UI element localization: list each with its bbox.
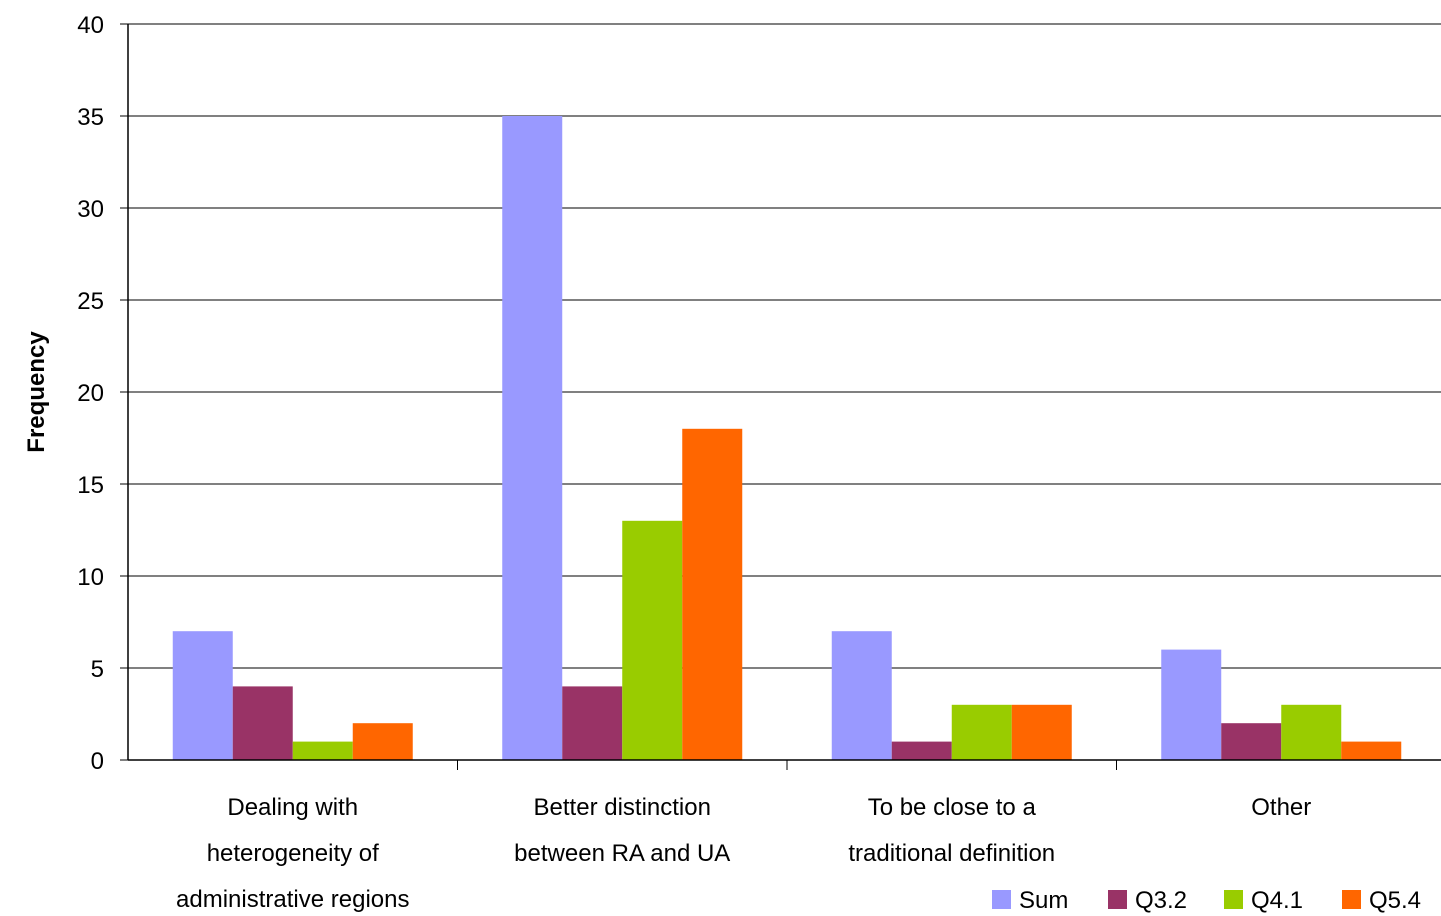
y-tick-label: 30 — [77, 196, 104, 223]
x-category-label: between RA and UA — [514, 840, 730, 867]
bar-q4-1 — [292, 741, 353, 760]
bar-sum — [1161, 649, 1222, 760]
bar-sum — [172, 631, 233, 760]
x-category-label: Dealing with — [227, 794, 358, 821]
bar-q3-2 — [891, 741, 952, 760]
bar-q5-4 — [352, 723, 413, 760]
bars — [172, 116, 1402, 760]
y-tick-labels: 0 5 10 15 20 25 30 35 40 — [77, 12, 104, 775]
y-tick-label: 20 — [77, 380, 104, 407]
bar-q5-4 — [1341, 741, 1402, 760]
bar-q4-1 — [1281, 704, 1342, 760]
axes — [120, 23, 1441, 770]
y-tick-label: 0 — [91, 748, 104, 775]
bar-q3-2 — [232, 686, 293, 760]
legend-label: Q3.2 — [1135, 887, 1187, 914]
y-tick-label: 5 — [91, 656, 104, 683]
legend-label: Sum — [1019, 887, 1068, 914]
x-category-label: Better distinction — [534, 794, 711, 821]
legend-swatch — [1342, 890, 1361, 909]
bar-q4-1 — [951, 704, 1012, 760]
y-tick-label: 15 — [77, 472, 104, 499]
y-axis-title: Frequency — [23, 331, 50, 453]
y-tick-label: 40 — [77, 12, 104, 39]
x-category-label: administrative regions — [176, 886, 409, 913]
legend-swatch — [1224, 890, 1243, 909]
legend-swatch — [992, 890, 1011, 909]
x-category-labels: Dealing with heterogeneity of administrati… — [176, 794, 1311, 913]
bar-sum — [502, 116, 563, 760]
bar-q5-4 — [1011, 704, 1072, 760]
bar-q3-2 — [1221, 723, 1282, 760]
bar-q3-2 — [562, 686, 623, 760]
legend-label: Q5.4 — [1369, 887, 1421, 914]
legend-label: Q4.1 — [1251, 887, 1303, 914]
gridlines — [128, 23, 1441, 669]
x-category-label: heterogeneity of — [207, 840, 379, 867]
bar-q5-4 — [682, 428, 743, 760]
x-category-label: To be close to a — [868, 794, 1037, 821]
x-category-label: Other — [1251, 794, 1311, 821]
legend-swatch — [1108, 890, 1127, 909]
legend: Sum Q3.2 Q4.1 Q5.4 — [992, 887, 1421, 914]
y-tick-label: 25 — [77, 288, 104, 315]
x-category-label: traditional definition — [848, 840, 1055, 867]
y-tick-label: 35 — [77, 104, 104, 131]
bar-sum — [831, 631, 892, 760]
y-tick-label: 10 — [77, 564, 104, 591]
bar-q4-1 — [622, 520, 683, 760]
